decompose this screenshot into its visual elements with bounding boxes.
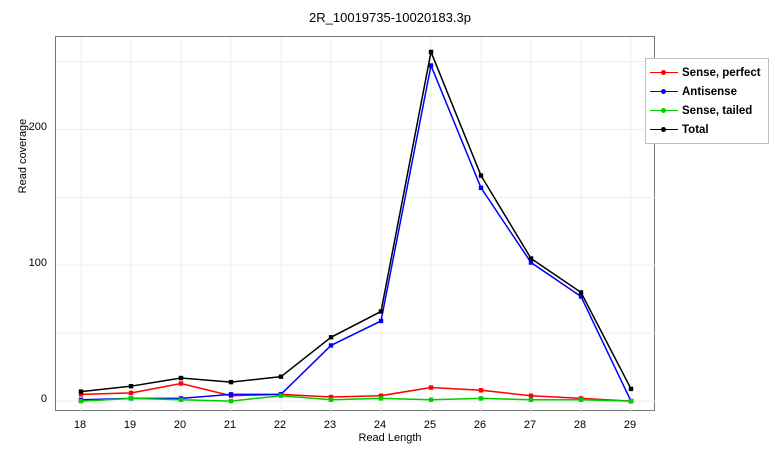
series-data-point (578, 294, 584, 299)
series-data-point (178, 397, 184, 402)
x-axis-tick-label: 23 (323, 419, 337, 431)
series-data-point (628, 386, 634, 392)
series-data-point (628, 398, 634, 404)
y-axis-tick-label: 200 (28, 121, 47, 134)
legend-item-label: Sense, perfect (682, 66, 761, 79)
series-data-point (428, 397, 434, 402)
x-axis-title: Read Length (358, 432, 422, 444)
series-data-point (128, 396, 134, 401)
legend-item[interactable]: Antisense (650, 82, 761, 101)
series-data-point (478, 396, 484, 401)
series-data-point (328, 343, 334, 348)
x-axis-tick-label: 24 (373, 419, 387, 431)
legend-item[interactable]: Sense, tailed (650, 101, 761, 120)
series-data-point (478, 185, 484, 191)
chart-title: 2R_10019735-10020183.3p (309, 10, 471, 25)
series-data-point (478, 388, 484, 393)
series-data-point (228, 379, 234, 385)
series-data-point (78, 389, 84, 394)
x-axis-tick-label: 28 (573, 419, 587, 431)
x-axis-tick-label: 18 (73, 419, 87, 431)
series-data-point (328, 335, 334, 340)
legend-item-label: Sense, tailed (682, 104, 753, 117)
series-data-point (328, 394, 334, 400)
series-line (80, 382, 632, 402)
series-data-point (78, 398, 84, 404)
series-data-point (528, 260, 534, 265)
x-axis-tick-label: 20 (173, 419, 187, 431)
series-data-point (278, 393, 284, 398)
series-data-point (378, 393, 384, 398)
series-data-point (178, 381, 184, 386)
legend-key-icon (650, 124, 678, 136)
legend-item[interactable]: Total (650, 120, 761, 139)
x-axis-tick-label: 29 (623, 419, 637, 431)
series-data-point (378, 396, 384, 401)
series-data-point (578, 397, 584, 402)
x-axis-tick-label: 26 (473, 419, 487, 431)
series-line (80, 394, 632, 402)
series-data-point (528, 256, 534, 261)
legend-item-label: Total (682, 123, 709, 136)
series-data-point (78, 392, 84, 397)
x-axis-tick-label: 25 (423, 419, 437, 431)
series-data-point (228, 398, 234, 404)
series-data-point (528, 393, 534, 398)
series-data-point (128, 390, 134, 396)
plot-svg (56, 37, 656, 412)
y-axis-tick-label: 0 (40, 393, 47, 406)
y-axis-title: Read coverage (17, 118, 29, 194)
series-data-point (428, 385, 434, 390)
legend-item-label: Antisense (682, 85, 737, 98)
chart-legend: Sense, perfect Antisense Sense, tailed Tota… (645, 58, 769, 144)
x-axis-tick-label: 27 (523, 419, 537, 431)
plot-area (55, 36, 656, 412)
legend-key-icon (650, 105, 678, 117)
series-data-point (378, 309, 384, 314)
legend-item[interactable]: Sense, perfect (650, 63, 761, 82)
legend-key-icon (650, 86, 678, 98)
series-line (80, 49, 632, 393)
x-axis-tick-label: 19 (123, 419, 137, 431)
series-data-point (278, 374, 284, 379)
series-data-point (178, 375, 184, 381)
series-data-point (328, 397, 334, 402)
series-data-point (428, 63, 434, 68)
series-data-point (228, 392, 234, 397)
y-axis-tick-label: 100 (28, 257, 47, 270)
series-data-point (528, 397, 534, 402)
series-data-point (478, 173, 484, 178)
series-data-point (428, 49, 434, 55)
series-line (80, 62, 632, 402)
series-data-point (378, 318, 384, 324)
x-axis-tick-label: 21 (223, 419, 237, 431)
legend-key-icon (650, 67, 678, 79)
x-axis-tick-label: 22 (273, 419, 287, 431)
series-data-point (128, 383, 134, 389)
series-data-point (578, 290, 584, 295)
